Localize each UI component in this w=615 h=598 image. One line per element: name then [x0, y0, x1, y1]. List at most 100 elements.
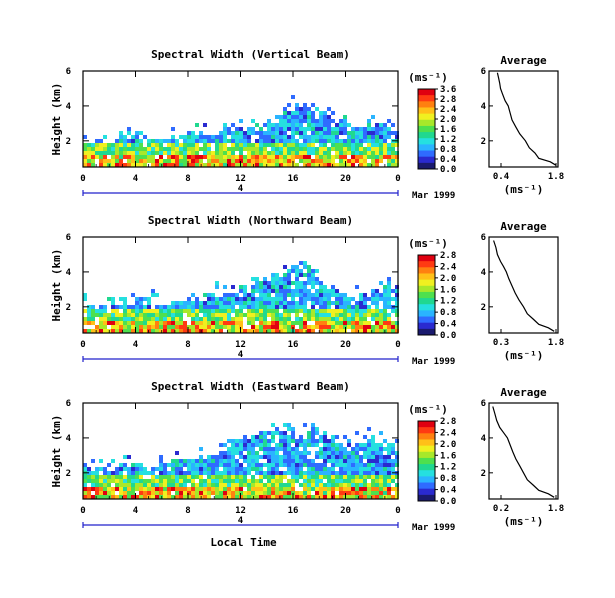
heatmap-cell — [195, 317, 199, 321]
heatmap-cell — [315, 277, 319, 281]
heatmap-cell — [279, 147, 283, 151]
panel-title: Spectral Width (Eastward Beam) — [151, 380, 350, 393]
heatmap-cell — [231, 467, 235, 471]
heatmap-cell — [135, 495, 139, 499]
heatmap-cell — [347, 467, 351, 471]
heatmap-cell — [199, 305, 203, 309]
heatmap-cell — [139, 155, 143, 159]
heatmap-cell — [319, 293, 323, 297]
heatmap-cell — [199, 471, 203, 475]
heatmap-cell — [191, 471, 195, 475]
heatmap-cell — [379, 483, 383, 487]
heatmap-cell — [143, 147, 147, 151]
heatmap-cell — [335, 135, 339, 139]
heatmap-cell — [251, 491, 255, 495]
heatmap-cell — [387, 447, 391, 451]
heatmap-cell — [335, 151, 339, 155]
heatmap-cell — [303, 107, 307, 111]
heatmap-cell — [347, 151, 351, 155]
heatmap-cell — [239, 443, 243, 447]
heatmap-cell — [287, 325, 291, 329]
heatmap-cell — [131, 147, 135, 151]
heatmap-cell — [151, 321, 155, 325]
heatmap-cell — [375, 143, 379, 147]
heatmap-cell — [131, 159, 135, 163]
heatmap-cell — [87, 321, 91, 325]
average-y-tick-label: 4 — [481, 268, 487, 278]
heatmap-cell — [331, 135, 335, 139]
x-tick-label: 12 — [235, 340, 246, 350]
heatmap-cell — [307, 459, 311, 463]
heatmap-cell — [123, 475, 127, 479]
heatmap-cell — [107, 463, 111, 467]
heatmap-cell — [287, 321, 291, 325]
heatmap-cell — [223, 325, 227, 329]
heatmap-cell — [303, 301, 307, 305]
x-tick-label: 20 — [340, 174, 351, 184]
heatmap-cell — [283, 151, 287, 155]
colorbar-tick-label: 1.6 — [440, 285, 456, 295]
heatmap-cell — [379, 329, 383, 333]
heatmap-cell — [123, 487, 127, 491]
heatmap-cell — [207, 139, 211, 143]
heatmap-cell — [319, 289, 323, 293]
heatmap-cell — [119, 147, 123, 151]
heatmap-cell — [291, 321, 295, 325]
heatmap-cell — [103, 471, 107, 475]
heatmap-cell — [131, 309, 135, 313]
heatmap-cell — [175, 155, 179, 159]
heatmap-cell — [367, 459, 371, 463]
heatmap-cell — [191, 467, 195, 471]
heatmap-cell — [95, 139, 99, 143]
heatmap-cell — [251, 455, 255, 459]
heatmap-cell — [195, 309, 199, 313]
heatmap-cell — [291, 427, 295, 431]
heatmap-cell — [311, 479, 315, 483]
heatmap-cell — [271, 317, 275, 321]
heatmap-cell — [391, 479, 395, 483]
heatmap-cell — [351, 483, 355, 487]
heatmap-cell — [311, 427, 315, 431]
heatmap-cell — [367, 313, 371, 317]
heatmap-cell — [235, 301, 239, 305]
heatmap-cell — [283, 321, 287, 325]
heatmap-cell — [211, 139, 215, 143]
heatmap-cell — [195, 147, 199, 151]
heatmap-cell — [127, 131, 131, 135]
heatmap-cell — [347, 317, 351, 321]
heatmap-cell — [207, 163, 211, 167]
heatmap-cell — [235, 163, 239, 167]
heatmap-cell — [339, 483, 343, 487]
heatmap-cell — [271, 285, 275, 289]
heatmap-cell — [375, 321, 379, 325]
heatmap-cell — [267, 159, 271, 163]
heatmap-cell — [299, 123, 303, 127]
heatmap-cell — [227, 305, 231, 309]
heatmap-cell — [135, 483, 139, 487]
colorbar-segment — [418, 119, 435, 127]
heatmap-cell — [343, 455, 347, 459]
heatmap-cell — [215, 455, 219, 459]
heatmap-cell — [283, 447, 287, 451]
heatmap-cell — [103, 135, 107, 139]
heatmap-cell — [179, 151, 183, 155]
heatmap-cell — [183, 159, 187, 163]
heatmap-cell — [239, 143, 243, 147]
heatmap-cell — [219, 495, 223, 499]
heatmap-cell — [387, 119, 391, 123]
heatmap-cell — [195, 487, 199, 491]
heatmap-cell — [239, 297, 243, 301]
heatmap-cell — [299, 325, 303, 329]
heatmap-cell — [327, 309, 331, 313]
heatmap-cell — [147, 143, 151, 147]
heatmap-cell — [219, 479, 223, 483]
heatmap-cell — [359, 163, 363, 167]
heatmap-cell — [279, 321, 283, 325]
heatmap-cell — [239, 439, 243, 443]
heatmap-cell — [151, 317, 155, 321]
heatmap-cell — [223, 443, 227, 447]
heatmap-cell — [115, 329, 119, 333]
heatmap-cell — [87, 163, 91, 167]
colorbar-segment — [418, 273, 435, 281]
heatmap-cell — [243, 159, 247, 163]
